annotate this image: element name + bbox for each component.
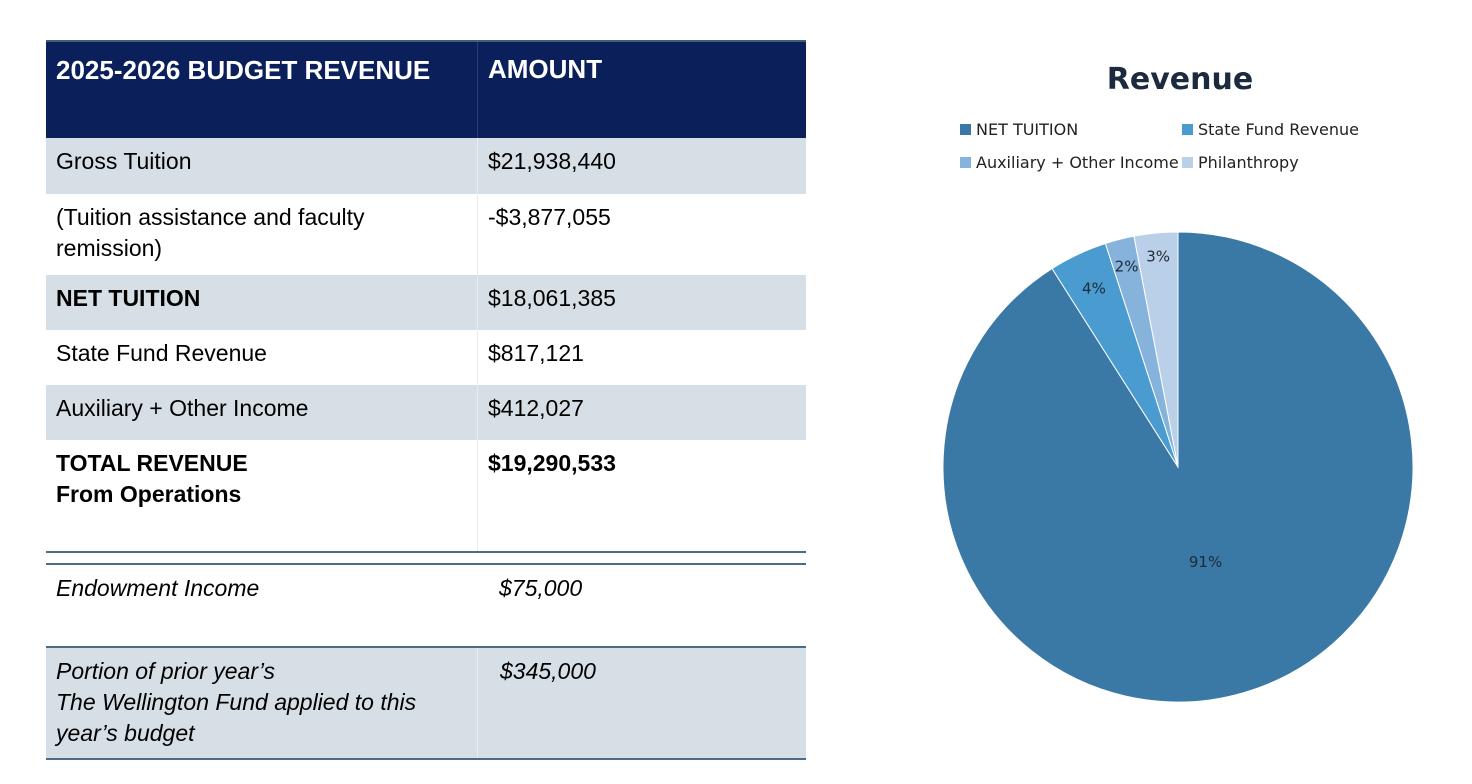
legend-label: Philanthropy [1198, 153, 1299, 172]
table-row: Endowment Income $75,000 [46, 565, 806, 646]
data-label: 91% [1189, 553, 1222, 571]
table-header: 2025-2026 BUDGET REVENUE AMOUNT [46, 40, 806, 138]
row-label: State Fund Revenue [56, 340, 267, 366]
row-label: Portion of prior year’s The Wellington F… [46, 648, 477, 758]
legend-swatch [960, 124, 971, 135]
pie-slice-philanthropy [1133, 231, 1179, 468]
row-label: Endowment Income [56, 575, 260, 601]
row-amount: $21,938,440 [477, 138, 806, 194]
row-label-line1: Portion of prior year’s [56, 658, 276, 684]
divider [46, 563, 806, 565]
chart-title: Revenue [1106, 62, 1254, 97]
legend-label: State Fund Revenue [1198, 120, 1359, 139]
row-label: Auxiliary + Other Income [56, 395, 309, 421]
legend-label: NET TUITION [976, 120, 1079, 139]
row-amount: $345,000 [477, 648, 806, 758]
data-label: 4% [1082, 279, 1106, 297]
budget-revenue-table: 2025-2026 BUDGET REVENUE AMOUNT Gross Tu… [46, 40, 806, 760]
divider [46, 646, 806, 648]
legend-item: State Fund Revenue [1182, 120, 1359, 139]
row-amount: $75,000 [499, 575, 583, 601]
row-amount: -$3,877,055 [477, 194, 806, 275]
divider [46, 551, 806, 553]
table-row: (Tuition assistance and faculty remissio… [46, 194, 806, 275]
row-amount: $817,121 [477, 330, 806, 385]
total-sublabel: From Operations [56, 481, 242, 507]
table-row-total: TOTAL REVENUE From Operations $19,290,53… [46, 440, 806, 551]
legend-swatch [1182, 124, 1193, 135]
table-row: State Fund Revenue $817,121 [46, 330, 806, 385]
data-label: 3% [1146, 247, 1170, 265]
table-row: Portion of prior year’s The Wellington F… [46, 648, 806, 758]
legend-item: Auxiliary + Other Income [960, 153, 1179, 172]
row-label-line2: The Wellington Fund applied to this year… [56, 689, 417, 746]
legend-item: NET TUITION [960, 120, 1078, 139]
row-label: NET TUITION [56, 285, 201, 311]
row-amount: $412,027 [477, 385, 806, 440]
row-label: TOTAL REVENUE From Operations [46, 440, 477, 551]
pie-svg: 91% 4% 2% 3% [942, 231, 1414, 703]
row-label: (Tuition assistance and faculty remissio… [56, 204, 365, 261]
header-amount: AMOUNT [477, 42, 806, 138]
legend-item: Philanthropy [1182, 153, 1299, 172]
spacer [46, 553, 806, 563]
row-amount: $18,061,385 [477, 275, 806, 330]
row-amount: $19,290,533 [477, 440, 806, 551]
legend-swatch [1182, 157, 1193, 168]
row-label: Gross Tuition [56, 148, 192, 174]
legend-label: Auxiliary + Other Income [976, 153, 1179, 172]
header-label: 2025-2026 BUDGET REVENUE [56, 55, 431, 85]
data-label: 2% [1115, 258, 1139, 276]
table-row: Gross Tuition $21,938,440 [46, 138, 806, 194]
revenue-pie-chart: Revenue NET TUITION State Fund Revenue A… [920, 50, 1440, 750]
table-row: Auxiliary + Other Income $412,027 [46, 385, 806, 440]
legend-swatch [960, 157, 971, 168]
divider [46, 758, 806, 760]
total-label: TOTAL REVENUE [56, 450, 248, 476]
table-row: NET TUITION $18,061,385 [46, 275, 806, 330]
